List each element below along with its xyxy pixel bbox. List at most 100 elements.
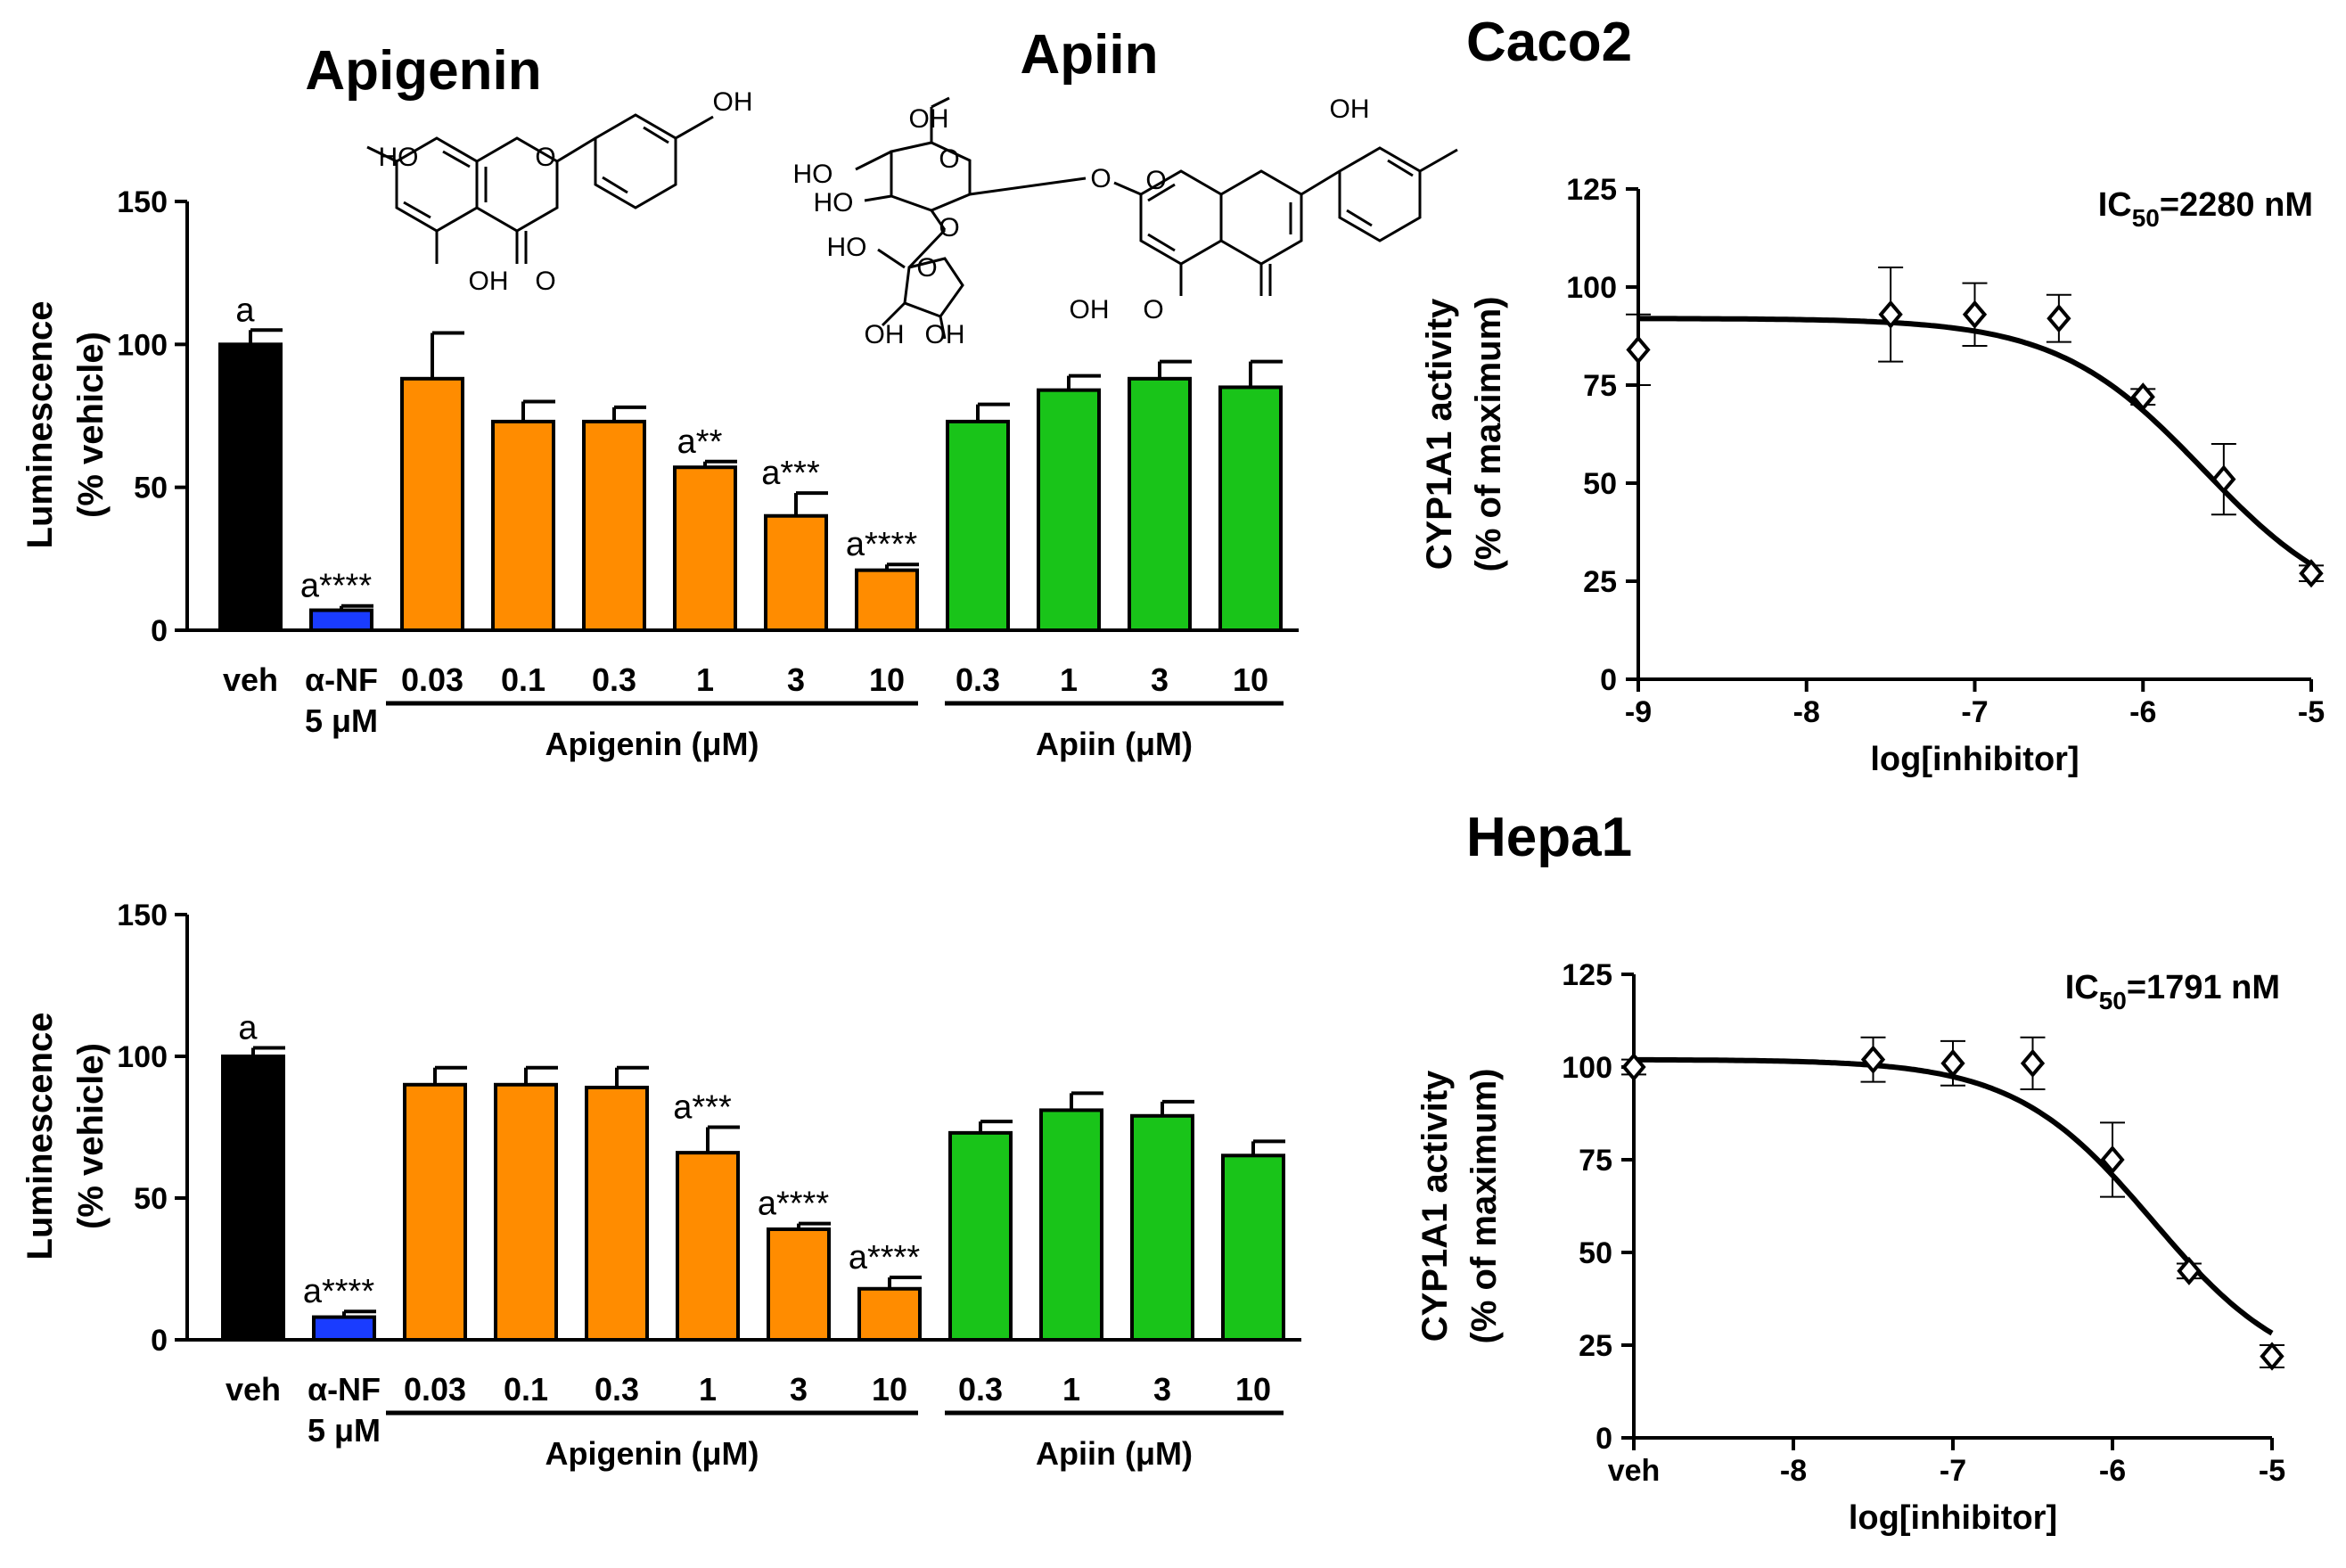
y-tick-label: 0 [1600, 663, 1617, 697]
x-tick-label: -5 [2298, 695, 2325, 729]
data-point [2299, 559, 2324, 588]
ic50-prefix: IC [2098, 186, 2132, 224]
apiin-structure [855, 96, 1458, 340]
category-label: 0.3 [956, 661, 1000, 698]
x-tick-label: -7 [1940, 1454, 1966, 1488]
apigenin-atom: OH [469, 267, 509, 296]
y-tick-label: 100 [1566, 271, 1617, 305]
data-point [1940, 1048, 1965, 1078]
x-tick-label: -6 [2099, 1454, 2126, 1488]
ic50-subscript: 50 [2132, 204, 2160, 232]
x-tick-label: veh [1608, 1454, 1661, 1488]
apiin-atom: OH [909, 104, 949, 134]
apiin-atom: HO [827, 233, 867, 262]
data-point [2260, 1342, 2284, 1371]
category-label: 1 [1062, 1371, 1080, 1408]
bar [400, 376, 464, 632]
category-label: 0.3 [595, 1371, 639, 1408]
x-axis-label: log[inhibitor] [1849, 1499, 2057, 1537]
y-axis-label: CYP1A1 activity [1420, 298, 1459, 570]
significance-label: a** [677, 423, 723, 461]
category-label: 0.03 [401, 661, 463, 698]
group-label: Apigenin (μM) [545, 1435, 759, 1472]
apigenin-atom: O [535, 143, 555, 172]
group-label: Apigenin (μM) [545, 726, 759, 762]
dose-response-hepa1: 0 25 50 75 100 125 veh -8 -7 -6 -5 log[inhibitor] CY… [1415, 958, 2285, 1537]
category-label: veh [226, 1371, 281, 1408]
bar-chart-bottom: 0 50 100 150 Luminescence (% vehicle) a veh a***… [21, 899, 1301, 1472]
category-label: 1 [1060, 661, 1078, 698]
category-label: 0.1 [504, 1371, 548, 1408]
y-axis-label: Luminescence [21, 301, 60, 549]
category-label: 0.03 [404, 1371, 466, 1408]
category-label: 0.3 [592, 661, 636, 698]
ic50-value: =1791 nM [2127, 969, 2280, 1006]
apiin-atom: OH [925, 320, 965, 349]
bar [855, 568, 919, 632]
apiin-atom: OH [865, 320, 905, 349]
apiin-atom: OH [1330, 94, 1370, 124]
bar [1130, 1113, 1194, 1342]
bar [1221, 1153, 1285, 1342]
apiin-atom: OH [1070, 295, 1110, 324]
significance-label: a**** [849, 1239, 920, 1277]
ic50-label: IC50=2280 nM [2098, 186, 2313, 232]
bar [312, 1315, 376, 1342]
y-tick-label: 150 [117, 185, 168, 219]
x-tick-label: -8 [1793, 695, 1820, 729]
y-tick-label: 125 [1566, 173, 1617, 207]
data-point [2130, 382, 2155, 412]
bar-chart-top: 0 50 100 150 Luminescence (% vehicle) a veh a***… [21, 185, 1299, 762]
category-label: α-NF [305, 661, 378, 698]
bar [403, 1082, 467, 1342]
y-axis-label: Luminescence [21, 1013, 60, 1260]
apigenin-atom: O [535, 267, 555, 296]
dose-response-caco2: 0 25 50 75 100 125 -9 -8 -7 -6 -5 log[inhibitor] CYP… [1420, 173, 2325, 778]
y-axis-label: CYP1A1 activity [1415, 1070, 1455, 1342]
bar [676, 1151, 740, 1342]
y-tick-label: 75 [1583, 369, 1617, 403]
y-tick-label: 75 [1579, 1144, 1612, 1178]
bar [767, 1227, 831, 1342]
bar [1039, 1108, 1103, 1342]
y-axis-label: (% vehicle) [71, 1043, 111, 1229]
fit-curve [1634, 1056, 2274, 1336]
y-axis-label: (% of maximum) [1464, 1069, 1504, 1344]
category-label: 10 [1235, 1371, 1271, 1408]
significance-label: a*** [673, 1089, 732, 1127]
y-tick-label: 125 [1562, 958, 1612, 992]
data-point [1878, 300, 1903, 329]
apiin-atom: O [939, 213, 959, 242]
bar [491, 419, 555, 632]
heading-hepa1: Hepa1 [1466, 807, 1632, 868]
data-point [2177, 1256, 2202, 1285]
x-axis-label: log[inhibitor] [1870, 741, 2079, 778]
x-tick-label: -7 [1961, 695, 1988, 729]
category-label: 3 [790, 1371, 808, 1408]
ic50-label: IC50=1791 nM [2065, 969, 2280, 1014]
y-axis-label: (% vehicle) [71, 332, 111, 518]
x-tick-label: -8 [1780, 1454, 1807, 1488]
category-label: 1 [699, 1371, 717, 1408]
group-label: Apiin (μM) [1036, 726, 1193, 762]
ic50-value: =2280 nM [2160, 186, 2313, 224]
y-tick-label: 0 [151, 614, 168, 648]
bar [673, 465, 737, 632]
bar [857, 1286, 922, 1342]
apiin-atom: O [1145, 166, 1166, 195]
significance-label: a [238, 1009, 258, 1047]
bar [764, 513, 828, 632]
category-label: 0.3 [958, 1371, 1003, 1408]
data-point [1860, 1045, 1886, 1074]
bar [1037, 388, 1101, 632]
x-tick-label: -6 [2129, 695, 2156, 729]
y-tick-label: 100 [1562, 1051, 1612, 1085]
category-label: 3 [787, 661, 805, 698]
bar [221, 1055, 285, 1342]
data-point [1962, 300, 1988, 329]
apiin-atom: O [1090, 164, 1111, 193]
y-tick-label: 0 [151, 1324, 168, 1358]
group-label: Apiin (μM) [1036, 1435, 1193, 1472]
heading-apigenin: Apigenin [305, 40, 541, 102]
